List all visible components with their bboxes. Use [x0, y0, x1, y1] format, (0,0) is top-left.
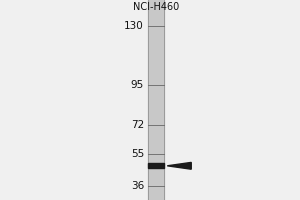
Text: NCI-H460: NCI-H460: [133, 2, 179, 12]
Text: 95: 95: [131, 80, 144, 90]
Text: 55: 55: [131, 149, 144, 159]
Text: 72: 72: [131, 120, 144, 130]
Bar: [148, 0, 164, 200]
Bar: [148, 163, 164, 168]
Text: 36: 36: [131, 181, 144, 191]
Text: 130: 130: [124, 21, 144, 31]
Polygon shape: [167, 162, 191, 169]
